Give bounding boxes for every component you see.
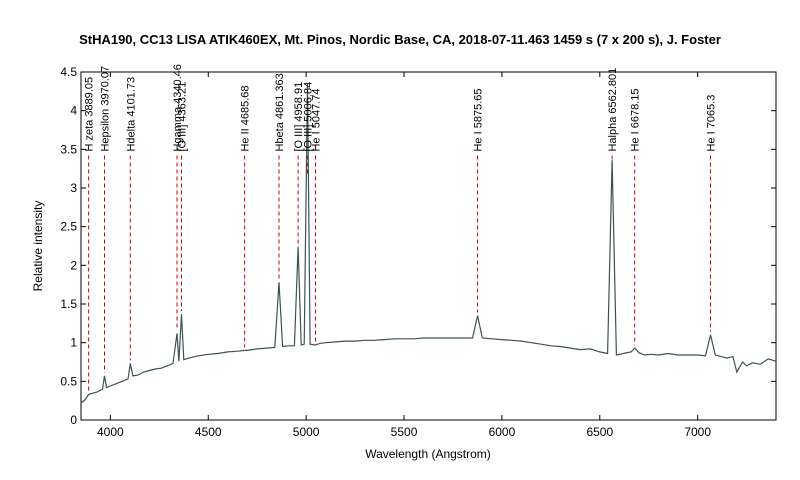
y-tick-label: 4 (70, 104, 77, 118)
chart-title: StHA190, CC13 LISA ATIK460EX, Mt. Pinos,… (79, 32, 721, 47)
x-axis-label: Wavelength (Angstrom) (365, 447, 491, 461)
y-axis-label: Relative intensity (31, 201, 45, 292)
line-label: H zeta 3889.05 (84, 77, 96, 152)
line-label: He I 7065.3 (705, 95, 717, 152)
x-tick-label: 6000 (489, 425, 516, 439)
line-label: He I 6678.15 (630, 89, 642, 152)
x-tick-label: 5500 (391, 425, 418, 439)
line-label: Hgamma 4340.46 (172, 64, 184, 151)
y-tick-label: 2.5 (60, 220, 77, 234)
line-label: He I 5047.74 (310, 89, 322, 152)
line-label: He I 5875.65 (473, 89, 485, 152)
x-tick-label: 5000 (293, 425, 320, 439)
line-label: [O III] 4958.91 (293, 82, 305, 152)
y-tick-label: 1 (70, 336, 77, 350)
line-label: [O III] 5006.84 (302, 82, 314, 152)
line-label: Hdelta 4101.73 (125, 77, 137, 152)
spectrum-series (80, 83, 777, 404)
line-label: Halpha 6562.801 (607, 68, 619, 152)
y-tick-label: 0.5 (60, 374, 77, 388)
line-label: [O III] 4363.21 (176, 82, 188, 152)
x-tick-label: 6500 (586, 425, 613, 439)
y-tick-label: 4.5 (60, 65, 77, 79)
line-label: He II 4685.68 (240, 85, 252, 151)
x-tick-label: 4000 (97, 425, 124, 439)
plot-area (80, 71, 777, 421)
spectrum-line (80, 83, 777, 404)
y-tick-label: 3.5 (60, 142, 77, 156)
y-tick-label: 3 (70, 181, 77, 195)
y-tick-label: 1.5 (60, 297, 77, 311)
y-tick-label: 2 (70, 258, 77, 272)
x-tick-label: 7000 (684, 425, 711, 439)
x-tick-label: 4500 (195, 425, 222, 439)
line-label: Hbeta 4861.363 (274, 73, 286, 151)
y-tick-label: 0 (70, 413, 77, 427)
line-label: Hepsilon 3970.07 (100, 66, 112, 152)
axis-ticks: 4000 4500 5000 5500 6000 6500 7000 0 0.5 1 1.5 2 2.5… (60, 65, 776, 439)
emission-line-labels: H zeta 3889.05 Hepsilon 3970.07 Hdelta 410… (84, 64, 718, 151)
